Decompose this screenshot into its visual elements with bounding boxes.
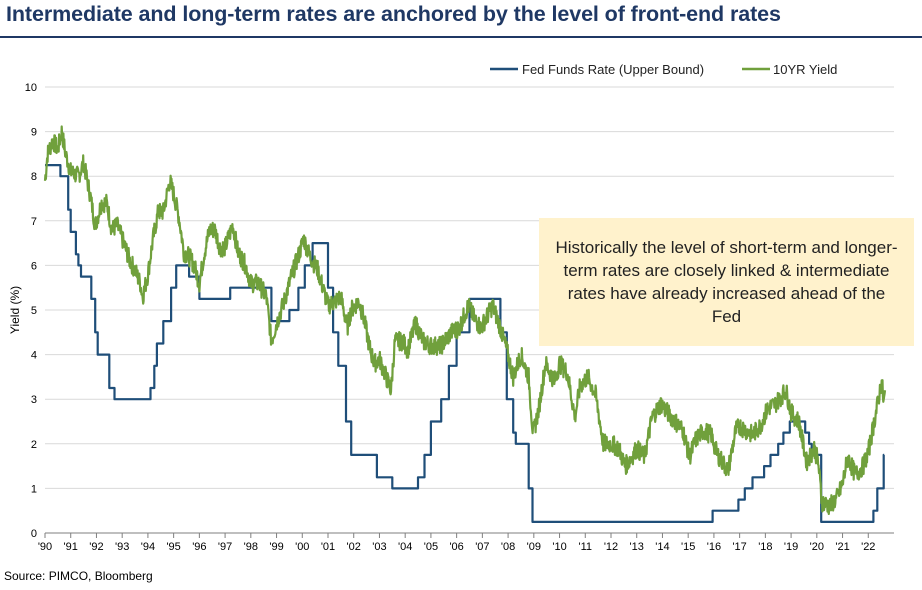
y-tick-label: 5 <box>31 305 37 317</box>
x-tick-label: '15 <box>681 541 695 553</box>
annotation-callout: Historically the level of short-term and… <box>539 218 914 346</box>
y-tick-label: 6 <box>31 260 37 272</box>
y-tick-label: 3 <box>31 394 37 406</box>
x-tick-label: '16 <box>707 541 721 553</box>
x-tick-label: '18 <box>758 541 772 553</box>
x-tick-label: '13 <box>630 541 644 553</box>
legend-label-fed-funds: Fed Funds Rate (Upper Bound) <box>522 62 704 77</box>
x-tick-label: '21 <box>835 541 849 553</box>
x-tick-label: '05 <box>424 541 438 553</box>
annotation-text: Historically the level of short-term and… <box>555 238 898 326</box>
axes: 0 1 2 3 4 5 6 7 8 9 10 '90 '91 '92 '93 '94 '95 '96 '97 '98 '… <box>25 82 894 553</box>
y-tick-label: 7 <box>31 216 37 228</box>
y-axis-title: Yield (%) <box>8 286 22 334</box>
y-tick-label: 4 <box>31 350 37 362</box>
legend-label-ten-year: 10YR Yield <box>773 62 837 77</box>
x-tick-label: '12 <box>604 541 618 553</box>
x-tick-label: '01 <box>321 541 335 553</box>
x-tick-label: '11 <box>579 541 593 553</box>
x-tick-label: '17 <box>732 541 746 553</box>
x-tick-label: '98 <box>244 541 258 553</box>
y-tick-label: 10 <box>25 82 37 94</box>
y-tick-label: 9 <box>31 127 37 139</box>
chart-title: Intermediate and long-term rates are anc… <box>6 2 781 26</box>
x-tick-label: '19 <box>784 541 798 553</box>
x-tick-label: '02 <box>347 541 361 553</box>
x-tick-label: '06 <box>449 541 463 553</box>
legend: Fed Funds Rate (Upper Bound) 10YR Yield <box>490 62 837 77</box>
fed-funds-series-line <box>45 164 885 523</box>
x-tick-label: '92 <box>89 541 103 553</box>
x-tick-label: '96 <box>192 541 206 553</box>
x-tick-label: '03 <box>372 541 386 553</box>
x-tick-label: '07 <box>475 541 489 553</box>
series-lines <box>43 125 887 523</box>
x-tick-label: '91 <box>64 541 78 553</box>
x-tick-label: '09 <box>527 541 541 553</box>
y-tick-label: 1 <box>31 483 37 495</box>
x-tick-label: '10 <box>552 541 566 553</box>
x-tick-label: '95 <box>166 541 180 553</box>
x-tick-label: '94 <box>141 541 155 553</box>
title-divider <box>0 36 922 38</box>
x-tick-label: '00 <box>295 541 309 553</box>
x-tick-label: '90 <box>38 541 52 553</box>
x-tick-label: '99 <box>269 541 283 553</box>
x-tick-label: '93 <box>115 541 129 553</box>
x-tick-label: '22 <box>861 541 875 553</box>
x-tick-label: '14 <box>655 541 669 553</box>
source-note: Source: PIMCO, Bloomberg <box>4 569 153 583</box>
x-tick-label: '04 <box>398 541 412 553</box>
ten-year-series-line <box>43 125 887 515</box>
x-tick-label: '20 <box>810 541 824 553</box>
y-tick-label: 0 <box>31 528 37 540</box>
x-tick-label: '08 <box>501 541 515 553</box>
y-tick-label: 8 <box>31 171 37 183</box>
x-tick-label: '97 <box>218 541 232 553</box>
y-tick-label: 2 <box>31 439 37 451</box>
